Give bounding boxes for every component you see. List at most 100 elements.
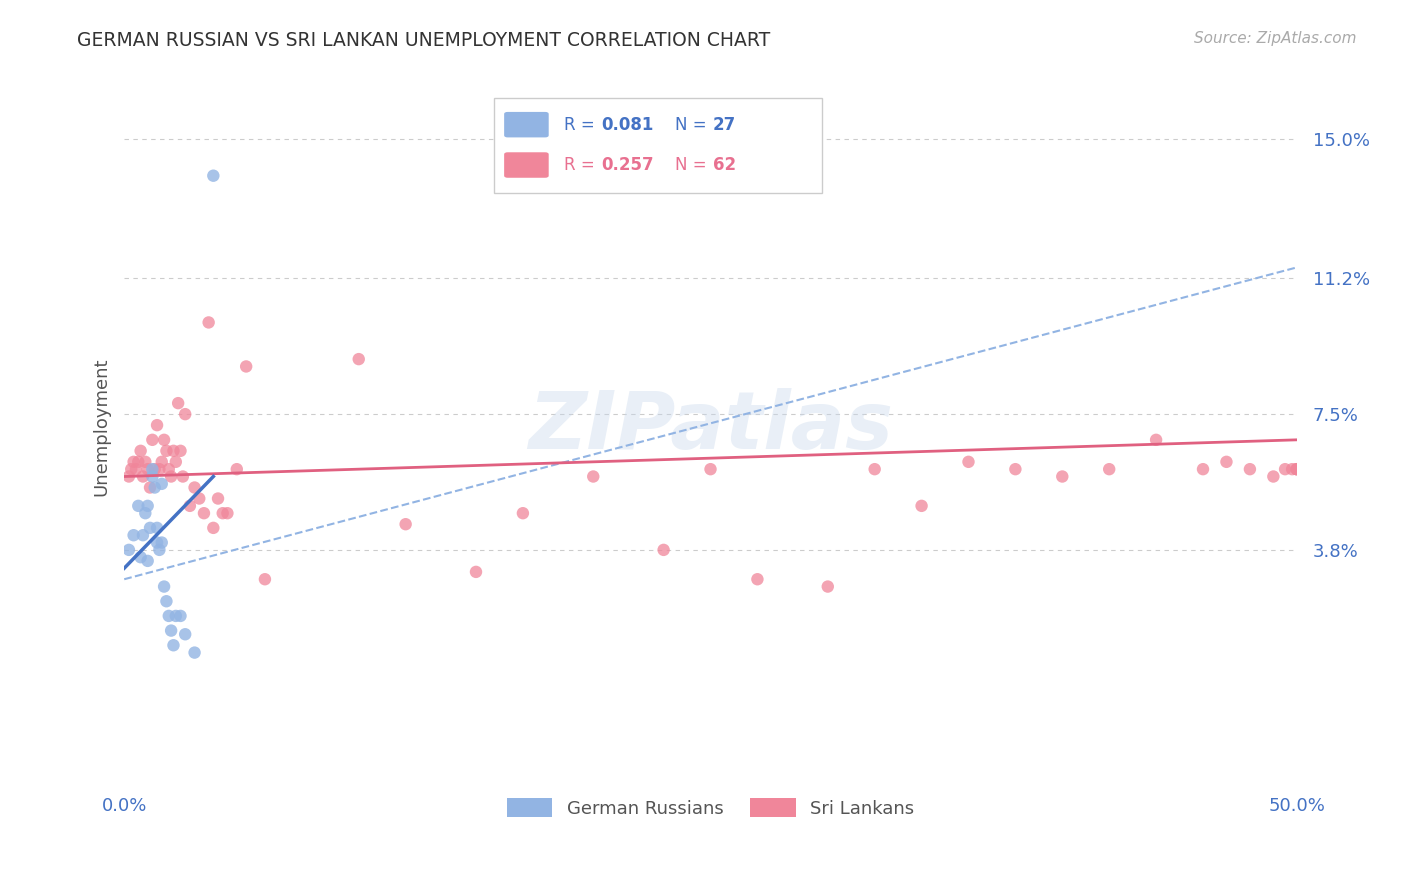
Point (1285, 462, 1308, 476)
Point (143, 462, 166, 476)
Point (174, 627, 197, 641)
FancyBboxPatch shape (505, 112, 548, 137)
Legend: German Russians, Sri Lankans: German Russians, Sri Lankans (499, 791, 921, 825)
Point (1274, 462, 1296, 476)
Point (139, 481, 162, 495)
Point (169, 608, 191, 623)
Point (150, 455, 173, 469)
Point (162, 638, 184, 652)
Point (127, 455, 149, 469)
Point (197, 315, 219, 329)
Point (202, 521, 225, 535)
Point (118, 542, 141, 557)
FancyBboxPatch shape (505, 153, 548, 178)
Point (132, 528, 155, 542)
Point (132, 469, 155, 483)
Point (172, 469, 194, 483)
Point (1285, 462, 1308, 476)
Point (235, 359, 257, 374)
Point (153, 433, 176, 447)
Point (136, 554, 159, 568)
Point (253, 572, 276, 586)
Text: GERMAN RUSSIAN VS SRI LANKAN UNEMPLOYMENT CORRELATION CHART: GERMAN RUSSIAN VS SRI LANKAN UNEMPLOYMEN… (77, 31, 770, 50)
Point (1052, 469, 1074, 483)
Text: 0.081: 0.081 (602, 116, 654, 134)
Point (169, 443, 191, 458)
Text: 27: 27 (713, 116, 737, 134)
Point (146, 418, 169, 433)
Y-axis label: Unemployment: Unemployment (93, 358, 110, 496)
Point (395, 517, 418, 532)
Text: N =: N = (675, 116, 713, 134)
Point (207, 491, 229, 506)
Point (141, 462, 163, 476)
Point (120, 462, 142, 476)
Point (127, 499, 149, 513)
Point (165, 455, 187, 469)
Point (150, 535, 173, 549)
Point (183, 646, 205, 660)
Point (141, 433, 163, 447)
Point (188, 491, 211, 506)
Point (465, 565, 488, 579)
Point (118, 469, 141, 483)
Point (160, 624, 183, 638)
Point (157, 462, 180, 476)
FancyBboxPatch shape (494, 98, 823, 194)
Point (582, 469, 605, 483)
Point (179, 499, 201, 513)
Point (747, 572, 769, 586)
Point (1004, 462, 1026, 476)
Point (1263, 469, 1285, 483)
Text: R =: R = (564, 116, 600, 134)
Point (129, 550, 152, 565)
Point (160, 469, 183, 483)
Point (125, 462, 148, 476)
Text: ZIPatlas: ZIPatlas (529, 388, 893, 466)
Point (139, 521, 162, 535)
Text: R =: R = (564, 156, 600, 174)
Point (1215, 455, 1237, 469)
Point (347, 352, 370, 367)
Point (817, 580, 839, 594)
Point (122, 455, 145, 469)
Point (910, 499, 932, 513)
Point (155, 443, 177, 458)
Point (157, 608, 180, 623)
Point (217, 506, 239, 520)
Point (183, 481, 205, 495)
Point (652, 542, 675, 557)
Point (165, 608, 187, 623)
Point (1281, 462, 1303, 476)
Point (148, 462, 170, 476)
Point (146, 521, 169, 535)
Point (1239, 462, 1261, 476)
Text: N =: N = (675, 156, 713, 174)
Point (134, 455, 156, 469)
Point (957, 455, 980, 469)
Point (193, 506, 215, 520)
Point (225, 462, 247, 476)
Point (699, 462, 721, 476)
Point (150, 476, 173, 491)
Point (136, 499, 159, 513)
Point (863, 462, 886, 476)
Point (146, 535, 169, 549)
Point (129, 443, 152, 458)
Text: Source: ZipAtlas.com: Source: ZipAtlas.com (1194, 31, 1357, 46)
Point (134, 506, 156, 520)
Point (174, 407, 197, 421)
Point (153, 580, 176, 594)
Point (143, 481, 166, 495)
Point (136, 462, 159, 476)
Point (512, 506, 534, 520)
Point (148, 542, 170, 557)
Point (1285, 462, 1308, 476)
Text: 0.257: 0.257 (602, 156, 654, 174)
Point (122, 528, 145, 542)
Point (1098, 462, 1121, 476)
Point (155, 594, 177, 608)
Point (141, 469, 163, 483)
Point (1192, 462, 1215, 476)
Point (162, 443, 184, 458)
